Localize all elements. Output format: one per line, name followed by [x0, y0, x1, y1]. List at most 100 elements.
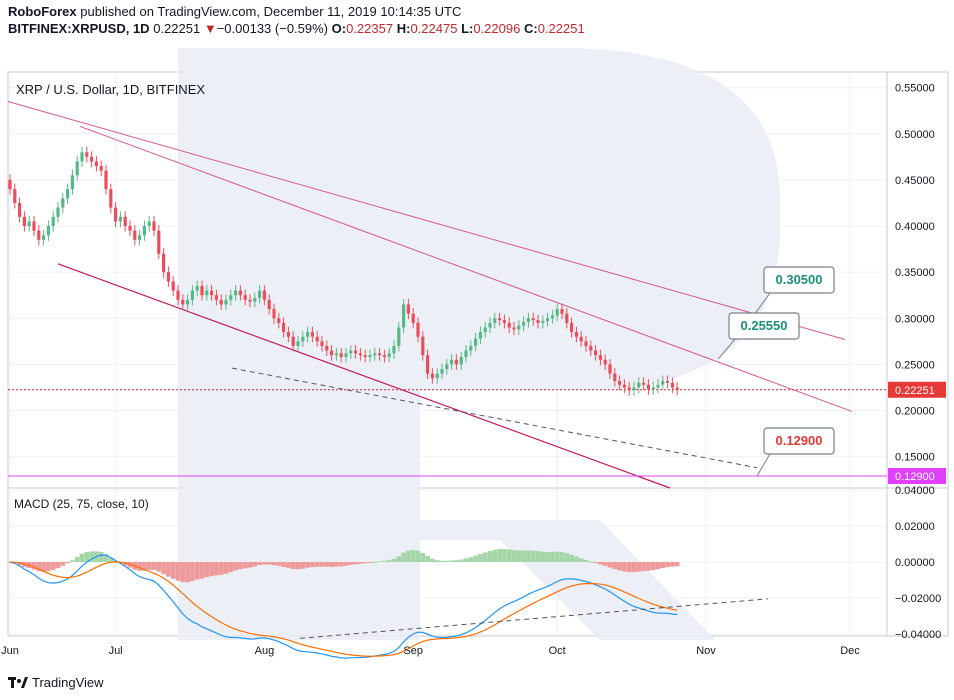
- candle-body: [42, 235, 46, 240]
- macd-histogram-bar: [199, 562, 205, 579]
- macd-histogram-bar: [343, 562, 349, 566]
- macd-y-tick-label: 0.02000: [895, 521, 935, 533]
- macd-histogram-bar: [252, 562, 258, 567]
- macd-histogram-bar: [574, 556, 579, 562]
- macd-histogram-bar: [492, 549, 498, 562]
- macd-histogram-bar: [444, 560, 450, 562]
- low-value: 0.22096: [473, 21, 521, 36]
- macd-histogram-bar: [530, 550, 536, 562]
- macd-histogram-bar: [497, 549, 502, 562]
- trendline-lower: [57, 263, 671, 489]
- close-value: 0.22251: [537, 21, 585, 36]
- macd-histogram-bar: [98, 551, 104, 562]
- candle-body: [541, 321, 545, 323]
- candle-body: [123, 216, 127, 227]
- macd-histogram-bar: [382, 560, 387, 562]
- macd-histogram-bar: [79, 553, 85, 562]
- macd-histogram-bar: [660, 562, 666, 569]
- candle-body: [445, 364, 449, 370]
- x-tick-label: Dec: [840, 645, 860, 657]
- change-arrow-icon: ▼: [203, 21, 217, 36]
- high-value: 0.22475: [410, 21, 458, 36]
- candle-body: [258, 290, 262, 298]
- macd-histogram-bar: [242, 562, 248, 569]
- macd-histogram-bar: [430, 558, 435, 562]
- macd-histogram-bar: [622, 562, 627, 572]
- candle-body: [512, 327, 516, 330]
- macd-histogram-bar: [439, 560, 445, 562]
- y-tick-label: 0.40000: [895, 221, 935, 233]
- level-tag-label: 0.12900: [895, 471, 935, 483]
- macd-histogram-bar: [84, 552, 90, 562]
- macd-line: [9, 554, 678, 659]
- publish-header: RoboForex published on TradingView.com, …: [8, 4, 461, 19]
- macd-series: [7, 548, 769, 659]
- macd-histogram-bar: [348, 562, 354, 565]
- macd-y-tick-label: −0.02000: [895, 593, 941, 605]
- x-tick-label: Aug: [255, 645, 275, 657]
- candle-body: [291, 336, 295, 346]
- macd-histogram-bar: [463, 558, 469, 562]
- callout-pointer: [717, 338, 736, 360]
- candle-body: [267, 299, 271, 310]
- candle-body: [397, 327, 401, 346]
- macd-histogram-bar: [103, 554, 109, 562]
- macd-histogram-bar: [612, 562, 618, 570]
- chart-title: XRP / U.S. Dollar, 1D, BITFINEX: [16, 82, 205, 97]
- candle-body: [301, 336, 305, 342]
- macd-histogram-bar: [247, 562, 253, 568]
- candle-body: [483, 327, 487, 333]
- macd-histogram-bar: [233, 562, 238, 571]
- macd-histogram-bar: [180, 562, 186, 583]
- macd-histogram-bar: [554, 551, 560, 562]
- candle-body: [531, 318, 535, 321]
- callout-label: 0.25550: [741, 318, 788, 333]
- macd-histogram-bar: [655, 562, 661, 570]
- candle-body: [248, 299, 252, 302]
- candle-body: [450, 359, 454, 365]
- macd-histogram-bar: [36, 562, 42, 572]
- candle-body: [522, 321, 526, 326]
- macd-y-tick-label: 0.04000: [895, 485, 935, 497]
- candle-body: [546, 318, 550, 322]
- macd-histogram-bar: [425, 556, 430, 562]
- macd-histogram-bar: [223, 562, 229, 574]
- macd-histogram-bar: [607, 562, 613, 568]
- candle-body: [435, 373, 439, 379]
- candle-body: [325, 345, 329, 351]
- candle-body: [8, 179, 12, 190]
- y-tick-label: 0.35000: [895, 267, 935, 279]
- candle-body: [66, 189, 70, 199]
- candle-body: [32, 221, 36, 231]
- candle-body: [85, 152, 89, 157]
- macd-histogram-bar: [214, 562, 219, 576]
- macd-histogram-bar: [334, 562, 339, 567]
- macd-histogram-bar: [295, 562, 301, 570]
- candle-body: [114, 207, 118, 222]
- y-tick-label: 0.55000: [895, 83, 935, 95]
- macd-histogram-bar: [588, 561, 594, 563]
- candle-body: [661, 381, 665, 385]
- candle-body: [478, 332, 482, 339]
- candle-body: [440, 369, 444, 374]
- candle-body: [387, 353, 391, 358]
- footer[interactable]: TradingView: [8, 675, 104, 690]
- candle-body: [666, 381, 670, 383]
- macd-histogram-bar: [286, 562, 291, 568]
- y-tick-label: 0.20000: [895, 406, 935, 418]
- macd-histogram-bar: [55, 562, 61, 569]
- x-tick-label: Sep: [403, 645, 423, 657]
- last-price: 0.22251: [153, 21, 201, 36]
- candle-body: [459, 357, 463, 365]
- macd-histogram-bar: [290, 562, 296, 570]
- y-tick-label: 0.15000: [895, 452, 935, 464]
- trendline-middle: [79, 125, 853, 412]
- candle-body: [320, 341, 324, 346]
- candle-body: [195, 285, 199, 291]
- candle-body: [210, 290, 214, 296]
- macd-histogram-bar: [420, 552, 426, 562]
- macd-histogram-bar: [305, 562, 310, 568]
- candle-body: [675, 387, 679, 390]
- macd-histogram-bar: [391, 558, 397, 562]
